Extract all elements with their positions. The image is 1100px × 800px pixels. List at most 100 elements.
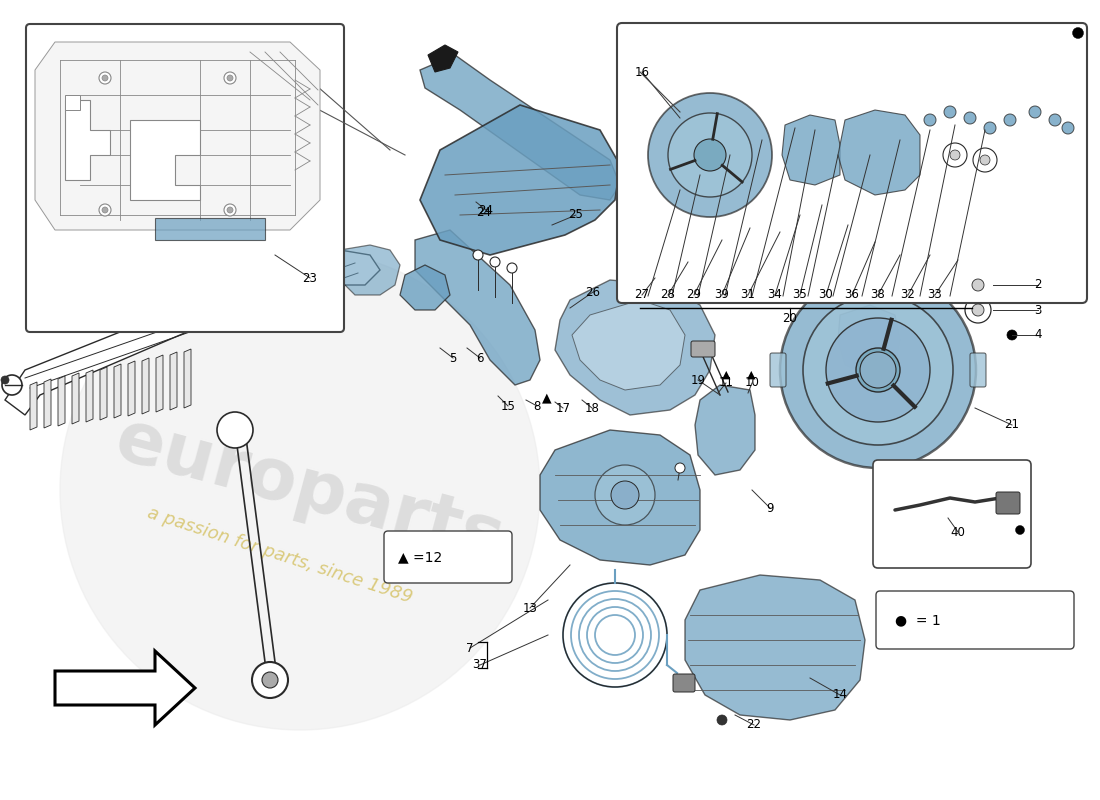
Polygon shape: [86, 370, 94, 422]
Text: 7: 7: [466, 642, 474, 654]
Polygon shape: [170, 352, 177, 410]
Text: 38: 38: [870, 289, 886, 302]
Text: 22: 22: [747, 718, 761, 731]
Text: ▲ =12: ▲ =12: [398, 550, 442, 564]
Circle shape: [102, 207, 108, 213]
Text: 11: 11: [718, 377, 734, 390]
Circle shape: [1028, 106, 1041, 118]
Circle shape: [972, 304, 984, 316]
Text: 30: 30: [818, 289, 834, 302]
Circle shape: [924, 114, 936, 126]
Circle shape: [1, 376, 9, 384]
Text: 25: 25: [569, 209, 583, 222]
Text: 32: 32: [901, 289, 915, 302]
Polygon shape: [572, 300, 685, 390]
Text: ▲: ▲: [542, 391, 552, 405]
Polygon shape: [130, 120, 200, 200]
Polygon shape: [35, 42, 320, 230]
Polygon shape: [30, 382, 37, 430]
Text: 31: 31: [740, 289, 756, 302]
Circle shape: [1072, 27, 1084, 38]
Circle shape: [980, 155, 990, 165]
Circle shape: [507, 263, 517, 273]
Text: 2: 2: [1034, 278, 1042, 291]
Circle shape: [943, 143, 967, 167]
Circle shape: [217, 412, 253, 448]
Polygon shape: [156, 355, 163, 412]
Circle shape: [803, 295, 953, 445]
Text: ●  = 1: ● = 1: [895, 613, 940, 627]
Circle shape: [694, 139, 726, 171]
Circle shape: [965, 297, 991, 323]
Circle shape: [595, 465, 654, 525]
Text: 33: 33: [927, 289, 943, 302]
Circle shape: [262, 672, 278, 688]
FancyBboxPatch shape: [26, 24, 344, 332]
FancyBboxPatch shape: [876, 591, 1074, 649]
Text: 24: 24: [478, 203, 494, 217]
FancyBboxPatch shape: [691, 341, 715, 357]
Circle shape: [99, 72, 111, 84]
FancyBboxPatch shape: [873, 460, 1031, 568]
Polygon shape: [556, 280, 715, 415]
Circle shape: [227, 207, 233, 213]
Circle shape: [826, 318, 930, 422]
Text: 20: 20: [782, 311, 797, 325]
Text: 34: 34: [768, 289, 782, 302]
Polygon shape: [838, 305, 900, 375]
Circle shape: [965, 272, 991, 298]
Circle shape: [1006, 330, 1018, 340]
Text: 16: 16: [635, 66, 649, 78]
Text: 28: 28: [661, 289, 675, 302]
Text: europarts: europarts: [108, 405, 512, 575]
Text: 8: 8: [534, 399, 541, 413]
Polygon shape: [58, 376, 65, 426]
Text: 9: 9: [767, 502, 773, 514]
Polygon shape: [44, 379, 51, 428]
Polygon shape: [782, 115, 840, 185]
Text: 21: 21: [1004, 418, 1020, 431]
Circle shape: [648, 93, 772, 217]
Text: 19: 19: [691, 374, 705, 386]
Circle shape: [1004, 114, 1016, 126]
Circle shape: [60, 250, 540, 730]
Polygon shape: [695, 385, 755, 475]
Text: a passion for parts, since 1989: a passion for parts, since 1989: [145, 503, 415, 606]
Circle shape: [490, 257, 500, 267]
FancyBboxPatch shape: [673, 674, 695, 692]
Polygon shape: [400, 265, 450, 310]
Polygon shape: [420, 105, 620, 255]
Text: 36: 36: [845, 289, 859, 302]
Text: 18: 18: [584, 402, 600, 414]
Polygon shape: [114, 364, 121, 418]
Text: 27: 27: [635, 289, 649, 302]
Circle shape: [1015, 526, 1024, 534]
Circle shape: [668, 113, 752, 197]
Polygon shape: [128, 361, 135, 416]
Polygon shape: [72, 373, 79, 424]
Text: 6: 6: [476, 351, 484, 365]
Text: 15: 15: [500, 399, 516, 413]
Polygon shape: [190, 265, 285, 315]
Text: 10: 10: [745, 377, 759, 390]
Circle shape: [856, 348, 900, 392]
Circle shape: [964, 112, 976, 124]
Circle shape: [102, 75, 108, 81]
Polygon shape: [65, 100, 110, 180]
Circle shape: [473, 250, 483, 260]
Text: 24: 24: [476, 206, 491, 218]
Text: 17: 17: [556, 402, 571, 414]
Circle shape: [860, 352, 896, 388]
Text: 5: 5: [449, 351, 456, 365]
Circle shape: [224, 72, 236, 84]
Text: 37: 37: [473, 658, 487, 671]
Circle shape: [252, 662, 288, 698]
FancyBboxPatch shape: [617, 23, 1087, 303]
Circle shape: [99, 204, 111, 216]
FancyBboxPatch shape: [384, 531, 512, 583]
Polygon shape: [55, 651, 195, 725]
FancyBboxPatch shape: [155, 218, 265, 240]
Polygon shape: [420, 55, 620, 200]
Circle shape: [1062, 122, 1074, 134]
Text: 23: 23: [302, 271, 318, 285]
